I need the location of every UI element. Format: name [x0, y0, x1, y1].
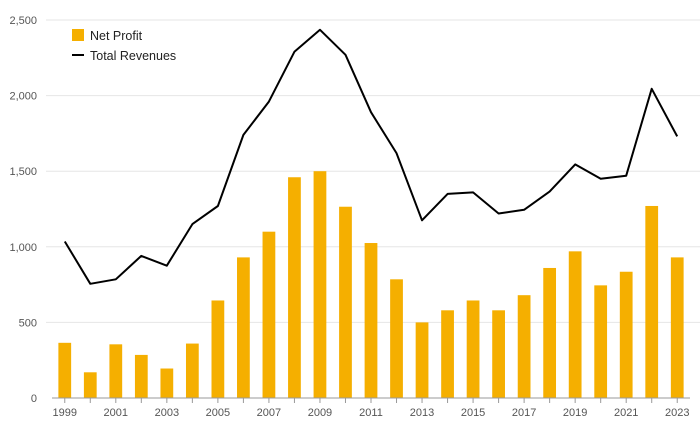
x-tick-label: 2009 [308, 407, 332, 419]
net-profit-bar [415, 322, 429, 398]
x-tick-label: 1999 [53, 407, 77, 419]
net-profit-bar [568, 251, 582, 398]
x-tick-label: 2005 [206, 407, 230, 419]
y-tick-label: 2,000 [9, 91, 37, 103]
net-profit-bar [313, 171, 327, 398]
net-profit-bar [237, 257, 250, 398]
y-tick-label: 2,500 [9, 15, 37, 27]
y-tick-label: 1,500 [9, 166, 37, 178]
net-profit-bar [134, 354, 148, 398]
net-profit-bar [109, 344, 123, 398]
net-profit-bar [441, 310, 454, 398]
net-profit-bar [619, 271, 633, 398]
net-profit-bars [58, 171, 684, 398]
x-tick-label: 2013 [410, 407, 434, 419]
net-profit-bar [543, 267, 557, 398]
y-tick-label: 500 [19, 317, 37, 329]
net-profit-bar [670, 257, 684, 398]
y-axis-ticks: 0 500 1,000 1,500 2,000 2,500 [9, 15, 37, 405]
x-tick-label: 2019 [563, 407, 587, 419]
x-tick-label: 2021 [614, 407, 638, 419]
legend-label-net-profit: Net Profit [90, 29, 143, 43]
x-tick-label: 2007 [257, 407, 281, 419]
legend: Net Profit Total Revenues [72, 29, 176, 63]
x-tick-label: 2015 [461, 407, 485, 419]
y-tick-label: 0 [31, 393, 37, 405]
net-profit-bar [492, 310, 505, 398]
net-profit-bar [58, 342, 72, 398]
net-profit-bar [594, 285, 608, 398]
net-profit-bar [517, 295, 531, 398]
x-tick-label: 2017 [512, 407, 536, 419]
net-profit-bar [364, 243, 378, 398]
legend-label-total-revenues: Total Revenues [90, 49, 176, 63]
y-tick-label: 1,000 [9, 242, 37, 254]
net-profit-bar [645, 205, 659, 398]
x-tick-label: 2011 [359, 407, 383, 419]
net-profit-bar [466, 300, 480, 398]
net-profit-bar [185, 343, 199, 398]
net-profit-bar [390, 279, 403, 398]
net-profit-bar [339, 206, 352, 398]
x-tick-label: 2001 [104, 407, 128, 419]
x-tick-label: 2003 [155, 407, 179, 419]
gridlines [46, 19, 700, 323]
legend-swatch-net-profit [72, 29, 84, 41]
net-profit-bar [83, 372, 97, 398]
net-profit-bar [211, 300, 225, 398]
net-profit-bar [160, 368, 174, 398]
net-profit-bar [262, 231, 276, 398]
total-revenues-line [63, 28, 679, 285]
x-tick-label: 2023 [665, 407, 689, 419]
x-axis-ticks: 1999 2001 2003 2005 2007 2009 2011 2013 2015 2017… [53, 398, 689, 419]
net-profit-bar [288, 177, 301, 398]
